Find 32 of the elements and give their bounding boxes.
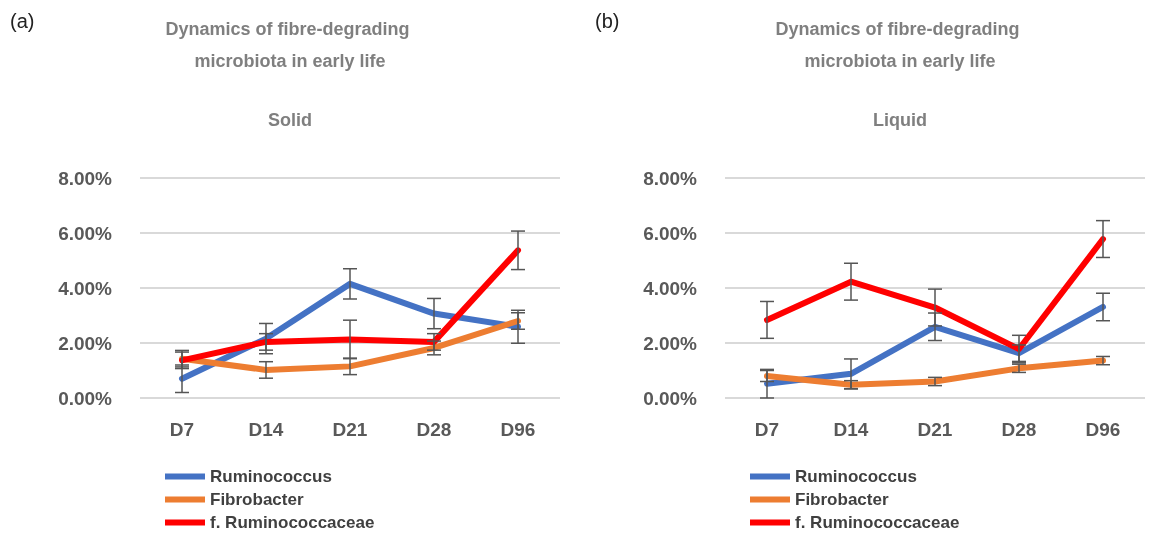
y-tick-label: 0.00%: [58, 387, 113, 409]
chart-title: Dynamics of fibre-degrading microbiota in early life: [165, 19, 415, 71]
y-tick-label: 6.00%: [58, 222, 113, 244]
x-tick-label: D14: [248, 419, 284, 440]
legend-label: f. Ruminococcaceae: [210, 513, 375, 532]
text: (b): [595, 10, 620, 33]
legend-label: Ruminococcus: [210, 467, 332, 486]
y-tick-label: 4.00%: [643, 277, 698, 299]
text: (a): [10, 10, 35, 33]
y-tick-label: 2.00%: [643, 332, 698, 354]
x-tick-label: D7: [754, 419, 780, 440]
x-tick-label: D96: [500, 419, 536, 440]
y-tick-label: 6.00%: [643, 222, 698, 244]
chart-title: Dynamics of fibre-degrading microbiota in early life: [775, 19, 1025, 71]
x-tick-label: D21: [917, 419, 953, 440]
legend-label: f. Ruminococcaceae: [795, 513, 960, 532]
legend-label: Ruminococcus: [795, 467, 917, 486]
x-tick-label: D28: [416, 419, 452, 440]
legend-label: Fibrobacter: [795, 490, 889, 509]
x-tick-label: D96: [1085, 419, 1121, 440]
x-tick-label: D21: [332, 419, 368, 440]
legend-label: Fibrobacter: [210, 490, 304, 509]
chart-subtitle: Solid: [268, 110, 312, 130]
y-tick-label: 0.00%: [643, 387, 698, 409]
chart-subtitle: Liquid: [873, 110, 927, 130]
y-tick-label: 2.00%: [58, 332, 113, 354]
x-tick-label: D7: [169, 419, 195, 440]
y-tick-label: 4.00%: [58, 277, 113, 299]
x-tick-label: D14: [833, 419, 869, 440]
x-tick-label: D28: [1001, 419, 1037, 440]
y-tick-label: 8.00%: [643, 167, 698, 189]
y-tick-label: 8.00%: [58, 167, 113, 189]
